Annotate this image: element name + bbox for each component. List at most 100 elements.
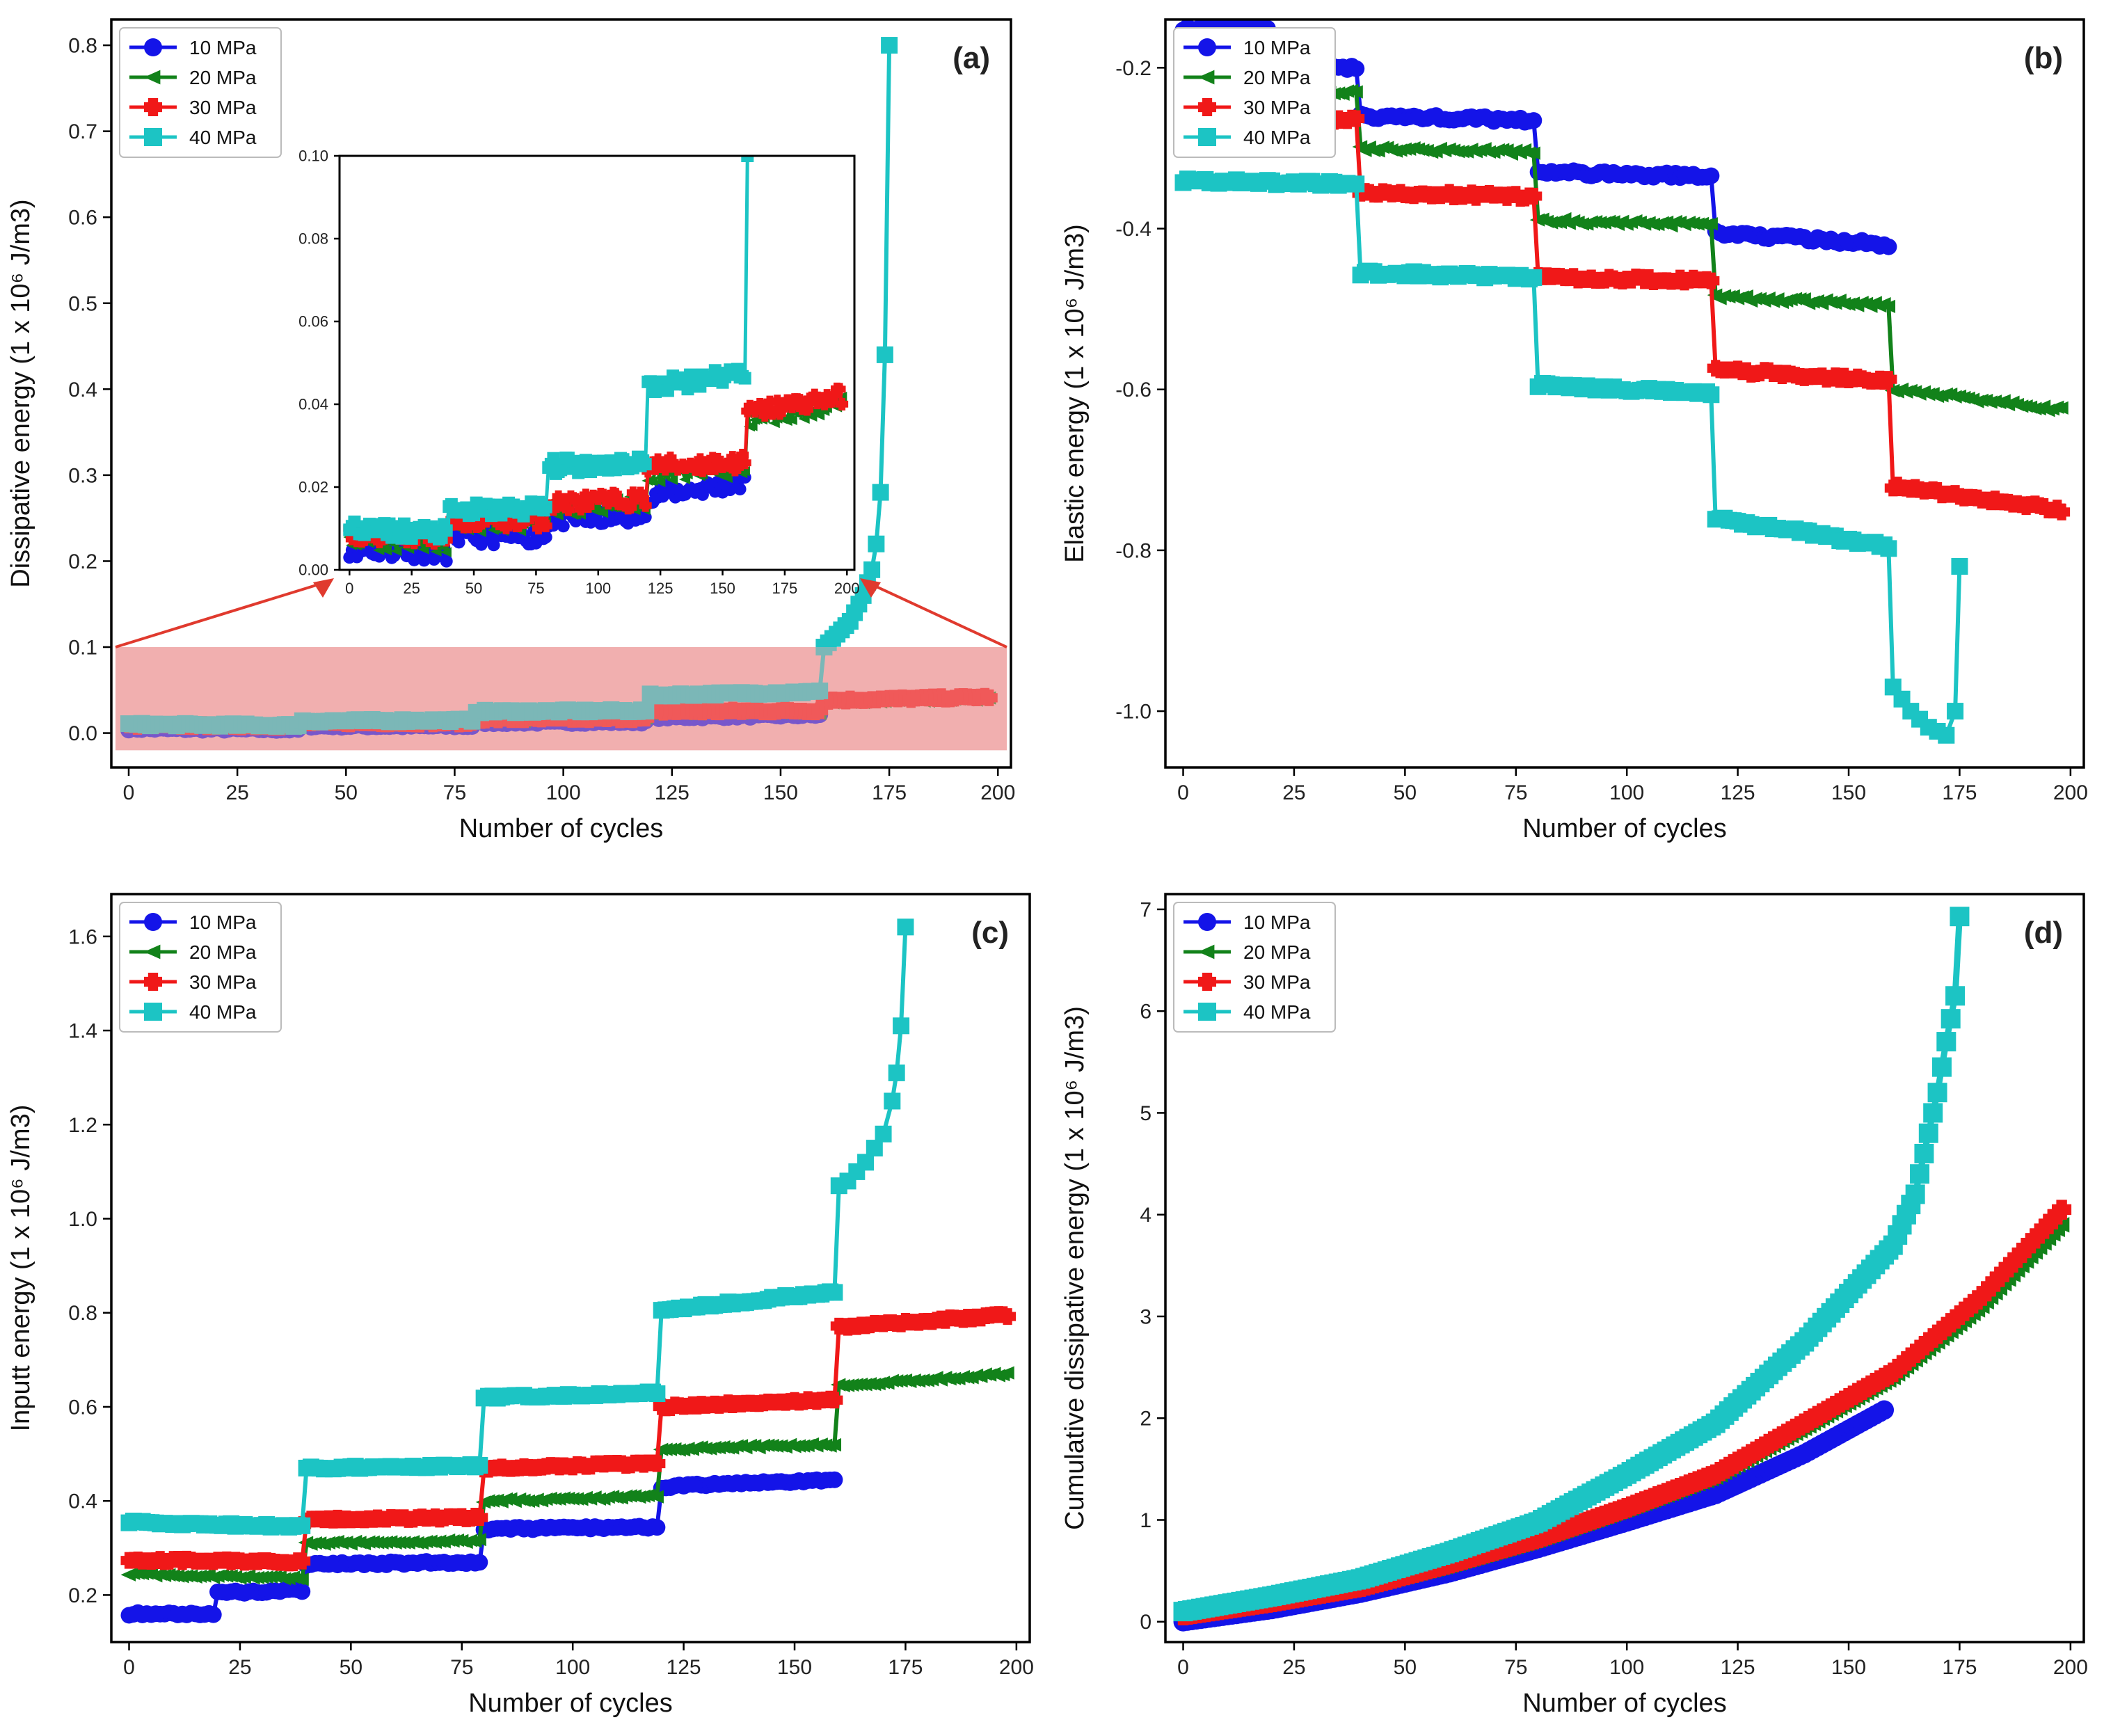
legend-label: 30 MPa [1243, 97, 1311, 118]
legend-label: 30 MPa [1243, 971, 1311, 993]
x-tick-label: 0 [345, 580, 353, 597]
x-tick-label: 25 [1282, 781, 1305, 804]
data-point [875, 1125, 892, 1142]
x-tick-label: 200 [2053, 1656, 2088, 1679]
data-point [1945, 986, 1966, 1006]
data-point [786, 415, 797, 426]
y-tick-label: 6 [1140, 1001, 1151, 1024]
x-tick-label: 0 [123, 781, 135, 804]
y-tick-label: 0.04 [298, 396, 328, 413]
y-tick-label: -0.4 [1115, 218, 1151, 241]
x-axis-label: Number of cycles [468, 1689, 673, 1718]
y-tick-label: 0.0 [68, 722, 97, 745]
series-markers-40mpa [1173, 907, 1970, 1622]
data-point [2052, 1200, 2072, 1220]
data-point [811, 682, 829, 699]
legend-item: 10 MPa [129, 911, 257, 933]
legend-swatch-marker [1198, 1003, 1216, 1021]
x-tick-label: 0 [123, 1656, 135, 1679]
legend-item: 10 MPa [129, 37, 257, 58]
data-point [648, 1455, 666, 1472]
x-tick-label: 0 [1177, 781, 1189, 804]
legend-label: 10 MPa [1243, 37, 1311, 58]
legend-item: 30 MPa [129, 97, 257, 118]
data-point [205, 1606, 222, 1623]
x-tick-label: 125 [667, 1656, 701, 1679]
data-point [1525, 269, 1543, 286]
data-point [1880, 238, 1897, 255]
data-point [646, 475, 658, 486]
y-tick-label: 0.00 [298, 562, 328, 579]
data-point [1348, 60, 1365, 77]
x-tick-label: 125 [1721, 781, 1755, 804]
data-point [609, 488, 622, 501]
data-point [826, 1438, 842, 1452]
data-point [1525, 146, 1540, 160]
x-tick-label: 175 [1942, 781, 1977, 804]
plot-frame [338, 154, 856, 571]
zoom-arrow-left [115, 580, 330, 648]
data-point [1905, 1184, 1925, 1204]
legend-frame [119, 27, 282, 158]
series-markers-20mpa [120, 1366, 1014, 1586]
legend-frame [1173, 27, 1336, 158]
x-tick-label: 100 [585, 580, 611, 597]
data-point [1348, 175, 1365, 193]
y-tick-label: 0.10 [298, 148, 328, 165]
legend-label: 20 MPa [1243, 941, 1311, 963]
y-tick-label: 0 [1140, 1611, 1151, 1634]
data-point [539, 531, 552, 544]
data-point [826, 1471, 843, 1488]
y-tick-label: 0.5 [68, 292, 97, 315]
legend-swatch-marker [144, 913, 162, 931]
data-point [2052, 1217, 2070, 1233]
data-point [866, 1140, 883, 1157]
y-tick-label: 0.6 [68, 207, 97, 230]
legend-item: 20 MPa [1184, 941, 1311, 963]
data-point [833, 383, 846, 396]
zoom-arrow-right [863, 580, 1007, 648]
plot-frame [1164, 893, 2085, 1643]
data-point [876, 346, 893, 363]
series-line-20mpa [1182, 1223, 2064, 1620]
data-point [1918, 1123, 1938, 1143]
x-tick-label: 75 [527, 580, 544, 597]
data-point [746, 421, 758, 431]
data-point [561, 503, 575, 516]
x-axis-label: Number of cycles [1522, 1689, 1727, 1718]
legend-label: 10 MPa [189, 911, 257, 933]
panel-c: 0 25 50 75 100 125 150 175 200 0.2 0.4 0.6 0.8 1.0 1.2… [6, 893, 1034, 1718]
data-point [813, 410, 825, 421]
data-point [1951, 558, 1968, 575]
y-axis-label: Inputt energy (1 x 10⁶ J/m3) [6, 1105, 35, 1432]
data-point [1348, 85, 1363, 99]
data-point [1880, 540, 1897, 557]
data-point [721, 472, 733, 484]
y-tick-label: 0.1 [68, 637, 97, 660]
legend-item: 20 MPa [129, 67, 257, 88]
data-point [1940, 1009, 1961, 1029]
x-tick-label: 75 [450, 1656, 473, 1679]
y-tick-label: -0.8 [1115, 539, 1151, 562]
series-markers-40mpa [343, 156, 754, 546]
legend-swatch-marker [1198, 98, 1216, 117]
y-tick-label: 0.08 [298, 230, 328, 248]
panel-label: (d) [2024, 916, 2063, 950]
data-point [667, 475, 678, 486]
panel-d: 0 25 50 75 100 125 150 175 200 0 1 2 3 4 5 6 7 10 MPa 20 M… [1060, 893, 2088, 1718]
data-point [596, 508, 609, 518]
data-point [452, 536, 465, 549]
y-tick-label: 2 [1140, 1408, 1151, 1431]
x-tick-label: 50 [335, 781, 358, 804]
data-point [836, 397, 849, 411]
y-tick-label: 0.4 [68, 379, 97, 401]
data-point [1525, 187, 1543, 205]
x-tick-label: 25 [403, 580, 420, 597]
data-point [1525, 112, 1543, 129]
legend-swatch-marker [144, 1003, 162, 1021]
legend-item: 20 MPa [129, 941, 257, 963]
data-point [980, 689, 998, 706]
data-point [1703, 272, 1720, 289]
data-point [639, 458, 652, 471]
